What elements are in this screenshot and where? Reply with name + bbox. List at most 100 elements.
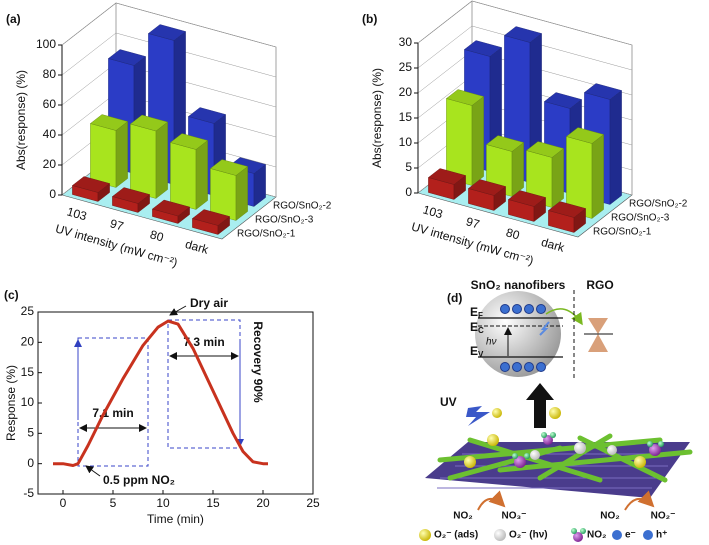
series-label: RGO/SnO₂-2 bbox=[629, 198, 688, 209]
x-tick-label: 97 bbox=[464, 214, 481, 231]
holes-part bbox=[512, 362, 522, 372]
reaction-arrow bbox=[477, 490, 506, 511]
bar-face bbox=[187, 107, 227, 124]
electrons-part bbox=[536, 304, 546, 314]
legend-label: h⁺ bbox=[656, 530, 667, 541]
bar-face bbox=[445, 89, 485, 106]
bar bbox=[427, 168, 467, 200]
y-tick-label: 20 bbox=[21, 335, 35, 349]
x-tick-label: 15 bbox=[206, 496, 220, 510]
z-tick-label: 5 bbox=[405, 160, 412, 174]
bar-face bbox=[427, 168, 467, 185]
x-tick-label: 80 bbox=[504, 225, 521, 242]
z-tick-label: 15 bbox=[399, 110, 413, 124]
bar-face bbox=[90, 123, 117, 188]
bar-face bbox=[235, 166, 248, 221]
bar-face bbox=[463, 40, 503, 57]
annotation: Recovery 90% bbox=[251, 321, 265, 403]
bar-face bbox=[107, 49, 147, 66]
molecules-part bbox=[514, 456, 526, 468]
molecules-part bbox=[550, 432, 556, 438]
bar bbox=[565, 127, 605, 219]
level-label: EF bbox=[470, 305, 483, 320]
bar-face bbox=[151, 199, 191, 217]
z-tick-label: 0 bbox=[405, 185, 412, 199]
molecules-part bbox=[574, 442, 586, 454]
y-tick-label: -5 bbox=[23, 486, 34, 500]
legend-swatch-part bbox=[571, 528, 577, 534]
photon-label: hν bbox=[486, 337, 497, 348]
rgo-dirac-cone bbox=[588, 318, 608, 352]
bar-face bbox=[543, 92, 583, 109]
reaction-label: NO₂ bbox=[600, 511, 619, 522]
molecules-part bbox=[658, 441, 664, 447]
electrons-part bbox=[524, 304, 534, 314]
z-tick-label: 100 bbox=[36, 37, 56, 51]
z-tick-label: 40 bbox=[43, 127, 57, 141]
level-subscript: C bbox=[478, 326, 484, 335]
legend-swatch-part bbox=[580, 528, 586, 534]
light-bolt bbox=[539, 321, 550, 336]
data-line bbox=[53, 319, 268, 467]
uv-bolt bbox=[466, 406, 490, 426]
grid-line bbox=[61, 32, 277, 78]
bar-face bbox=[130, 123, 157, 199]
nanofibers-part bbox=[447, 445, 563, 481]
grid-line bbox=[417, 25, 633, 71]
molecules-part bbox=[607, 445, 617, 455]
legend-swatch bbox=[494, 529, 506, 541]
molecules-part bbox=[634, 456, 646, 468]
legend-label: NO₂ bbox=[587, 530, 606, 541]
molecules-part bbox=[549, 407, 561, 419]
bar-face bbox=[170, 142, 197, 210]
grid-line bbox=[417, 0, 633, 46]
bar-face bbox=[129, 114, 169, 132]
electrons-part bbox=[500, 304, 510, 314]
molecules-part bbox=[647, 441, 653, 447]
bar bbox=[209, 159, 249, 221]
x-tick-label: dark bbox=[540, 235, 567, 255]
material-label: SnO₂ nanofibers bbox=[471, 278, 566, 292]
level-subscript: F bbox=[478, 311, 483, 320]
y-axis-label: Response (%) bbox=[4, 365, 18, 441]
bar-face bbox=[89, 114, 129, 131]
legend-label: O₂⁻ (ads) bbox=[434, 530, 478, 541]
bar-face bbox=[195, 140, 208, 210]
z-tick-label: 0 bbox=[49, 187, 56, 201]
x-tick-label: 25 bbox=[306, 496, 320, 510]
bar bbox=[525, 141, 565, 208]
annotation: 7.3 min bbox=[183, 335, 224, 349]
level-symbol: E bbox=[470, 344, 478, 358]
bar-face bbox=[609, 90, 622, 205]
x-tick-label: 103 bbox=[65, 204, 88, 223]
molecules-part bbox=[649, 444, 661, 456]
bar-face bbox=[209, 159, 249, 176]
molecules-part bbox=[492, 408, 502, 418]
bar bbox=[467, 179, 507, 211]
legend-swatch bbox=[612, 530, 622, 540]
arrow bbox=[169, 305, 187, 316]
x-tick-label: 20 bbox=[256, 496, 270, 510]
bar bbox=[503, 26, 543, 183]
annotation: 7.1 min bbox=[92, 406, 133, 420]
x-axis-label: Time (min) bbox=[147, 512, 204, 526]
electrons-part bbox=[512, 304, 522, 314]
bar bbox=[191, 209, 231, 235]
series-label: RGO/SnO₂-3 bbox=[255, 214, 314, 225]
zoom-arrow bbox=[526, 383, 554, 428]
material-label: RGO bbox=[586, 278, 613, 292]
y-tick-label: 10 bbox=[21, 395, 35, 409]
z-tick-label: 30 bbox=[399, 35, 413, 49]
panel-label: (d) bbox=[447, 291, 462, 305]
molecules-part bbox=[512, 453, 518, 459]
holes-part bbox=[500, 362, 510, 372]
reaction-label: NO₂ bbox=[453, 511, 472, 522]
y-tick-label: 25 bbox=[21, 304, 35, 318]
reaction-label: NO₂⁻ bbox=[651, 511, 676, 522]
nanofibers-part bbox=[537, 433, 613, 481]
molecules-part bbox=[530, 450, 540, 460]
z-tick-label: 25 bbox=[399, 60, 413, 74]
electrons bbox=[500, 304, 546, 314]
molecules bbox=[464, 407, 664, 468]
bar-face bbox=[471, 96, 484, 186]
